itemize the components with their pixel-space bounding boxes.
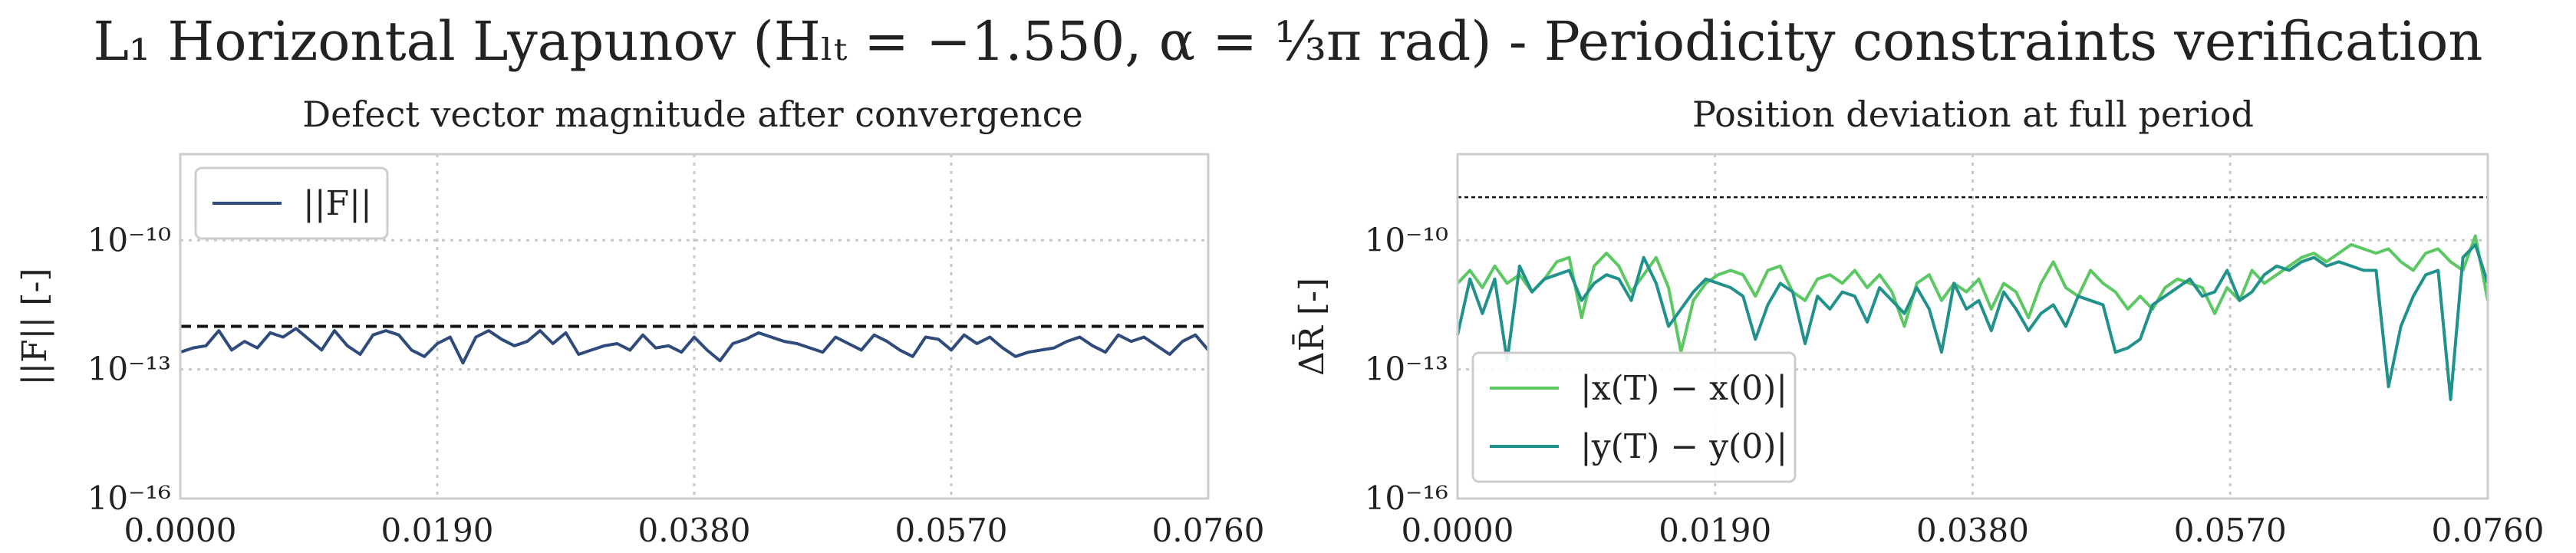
left-x-tick-label: 0.0570	[895, 512, 1008, 549]
right-chart-panel: Position deviation at full period ΔR̄ [-…	[1291, 94, 2544, 549]
left-legend-label: ||F||	[303, 184, 372, 223]
left-x-tick-label: 0.0380	[638, 512, 751, 549]
right-y-axis-label: ΔR̄ [-]	[1291, 278, 1332, 376]
right-legend-label: |y(T) − y(0)|	[1580, 427, 1787, 466]
right-legend-box	[1471, 351, 1797, 483]
right-series-line-1	[1456, 234, 2489, 354]
left-x-tick-label: 0.0000	[124, 512, 237, 549]
left-chart-panel: Defect vector magnitude after convergenc…	[15, 94, 1264, 549]
left-series-line-1	[180, 327, 1210, 365]
left-y-tick-label: 10⁻¹³	[87, 351, 171, 388]
right-legend-label: |x(T) − x(0)|	[1580, 369, 1787, 408]
right-x-tick-label: 0.0570	[2174, 512, 2287, 549]
right-x-tick-label: 0.0760	[2432, 512, 2545, 549]
right-y-tick-label: 10⁻¹⁰	[1365, 221, 1448, 258]
left-legend-box	[194, 166, 389, 240]
figure-title: L₁ Horizontal Lyapunov (Hₗₜ = −1.550, α …	[94, 10, 2483, 73]
left-chart-title: Defect vector magnitude after convergenc…	[302, 94, 1083, 135]
left-y-tick-label: 10⁻¹⁰	[87, 221, 171, 258]
left-plot-frame	[179, 153, 1210, 500]
right-y-tick-label: 10⁻¹³	[1365, 351, 1448, 388]
right-x-tick-label: 0.0000	[1402, 512, 1514, 549]
left-y-tick-label: 10⁻¹⁶	[87, 479, 171, 517]
right-y-tick-label: 10⁻¹⁶	[1365, 479, 1448, 517]
left-y-axis-label: ||F|| [-]	[15, 268, 54, 385]
left-x-tick-label: 0.0190	[381, 512, 494, 549]
right-plot-frame	[1456, 153, 2489, 500]
right-x-tick-label: 0.0380	[1916, 512, 2029, 549]
right-series-line-2	[1456, 242, 2489, 401]
right-x-tick-label: 0.0190	[1659, 512, 1771, 549]
left-x-tick-label: 0.0760	[1152, 512, 1265, 549]
right-chart-title: Position deviation at full period	[1692, 94, 2254, 135]
